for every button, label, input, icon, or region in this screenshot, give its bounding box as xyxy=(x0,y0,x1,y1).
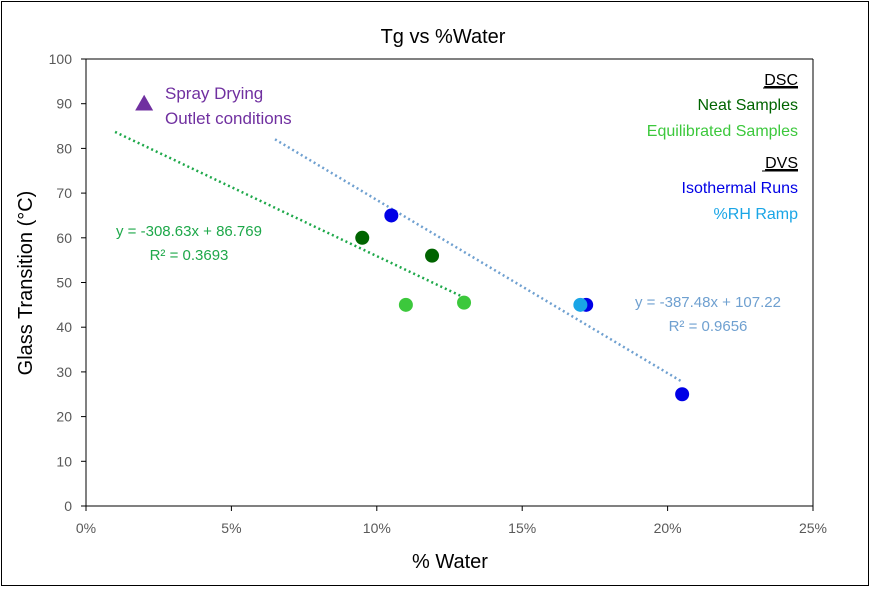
trendline-2 xyxy=(274,138,683,383)
trendline-1 xyxy=(114,130,465,299)
y-tick-label: 100 xyxy=(49,51,73,67)
y-tick-label: 70 xyxy=(56,185,72,201)
y-tick-label: 60 xyxy=(56,230,72,246)
x-axis-ticks: 0% 5% 10% 15% 20% 25% xyxy=(76,506,827,536)
point-rh-ramp xyxy=(573,297,588,312)
trendline-2-equation: y = -387.48x + 107.22 xyxy=(635,294,781,311)
legend-entry-isothermal-runs: Isothermal Runs xyxy=(682,180,799,197)
x-tick-label: 15% xyxy=(508,520,536,536)
legend-entry-neat-samples: Neat Samples xyxy=(698,97,799,114)
legend-group-dvs-header: DVS xyxy=(765,155,798,172)
trendline-1-r-squared: R² = 0.3693 xyxy=(150,247,229,264)
y-tick-label: 10 xyxy=(56,453,72,469)
trendline-1-equation: y = -308.63x + 86.769 xyxy=(116,223,262,240)
y-axis-label: Glass Transition (°C) xyxy=(15,191,37,376)
x-tick-label: 25% xyxy=(799,520,827,536)
y-tick-label: 90 xyxy=(56,96,72,112)
spray-drying-annotation-line-2: Outlet conditions xyxy=(165,109,292,128)
trendline-2-r-squared: R² = 0.9656 xyxy=(669,318,748,335)
point-equilibrated-samples xyxy=(398,297,413,312)
legend-entry-rh-ramp: %RH Ramp xyxy=(714,206,799,223)
legend-entry-equilibrated-samples: Equilibrated Samples xyxy=(647,123,798,140)
point-equilibrated-samples xyxy=(457,295,472,310)
y-tick-label: 0 xyxy=(64,498,72,514)
x-tick-label: 20% xyxy=(654,520,682,536)
trendlines xyxy=(114,130,683,383)
point-neat-samples xyxy=(355,230,370,245)
x-tick-label: 5% xyxy=(221,520,241,536)
legend: DSC Neat Samples Equilibrated Samples DV… xyxy=(647,72,798,223)
x-axis-label: % Water xyxy=(412,551,488,573)
y-tick-label: 50 xyxy=(56,275,72,291)
y-tick-label: 80 xyxy=(56,140,72,156)
legend-group-dsc-header: DSC xyxy=(764,72,798,89)
x-tick-label: 0% xyxy=(76,520,96,536)
y-axis-ticks: 0 10 20 30 40 50 60 70 80 90 100 xyxy=(49,51,86,514)
point-isothermal-runs xyxy=(675,387,690,402)
y-tick-label: 40 xyxy=(56,319,72,335)
chart-title: Tg vs %Water xyxy=(381,26,506,48)
x-tick-label: 10% xyxy=(363,520,391,536)
spray-drying-annotation-line-1: Spray Drying xyxy=(165,84,263,103)
y-tick-label: 30 xyxy=(56,364,72,380)
point-neat-samples xyxy=(425,248,440,263)
y-tick-label: 20 xyxy=(56,409,72,425)
point-isothermal-runs xyxy=(384,208,399,223)
data-points xyxy=(135,94,690,402)
point-spray-drying-outlet-conditions xyxy=(135,94,154,111)
